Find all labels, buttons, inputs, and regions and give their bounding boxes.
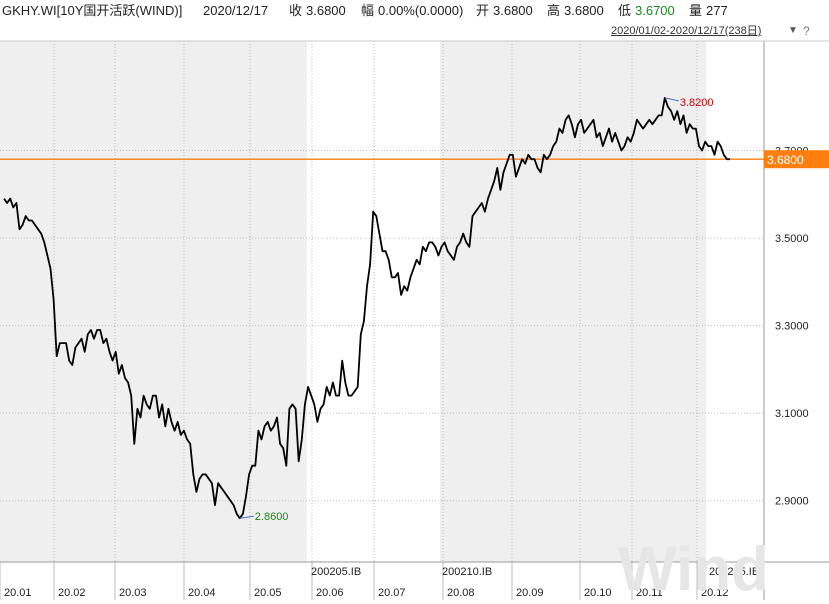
min-value-label: 2.8600	[255, 511, 289, 523]
x-tick-label: 20.05	[254, 587, 282, 599]
y-tick-label: 2.9000	[775, 496, 809, 508]
quote-date: 2020/12/17	[203, 3, 269, 18]
x-tick-label: 20.02	[58, 587, 86, 599]
x-tick-label: 20.12	[701, 587, 729, 599]
contract-shade-band	[0, 41, 307, 562]
x-tick-label: 20.08	[447, 587, 475, 599]
contract-roll-label: 200215.IB	[709, 566, 759, 578]
close-value: 3.6800	[306, 3, 346, 18]
volume-value: 277	[706, 3, 728, 18]
axes-layer: 3.70003.50003.30003.10002.900020.0120.02…	[0, 40, 829, 600]
help-icon[interactable]: ?	[803, 24, 810, 38]
y-tick-label: 3.3000	[775, 321, 809, 333]
open-label: 开	[476, 3, 490, 18]
x-tick-label: 20.01	[4, 587, 32, 599]
volume-label: 量	[689, 3, 703, 18]
contract-roll-label: 200210.IB	[442, 566, 492, 578]
contract-shade-band	[440, 41, 706, 562]
last-price-tag-label: 3.6800	[767, 153, 804, 167]
low-value: 3.6700	[635, 3, 675, 18]
max-value-label: 3.8200	[680, 97, 714, 109]
close-label: 收	[289, 3, 303, 18]
x-tick-label: 20.04	[188, 587, 216, 599]
label-layer: 3.6800 3.8200 2.8600	[239, 97, 829, 523]
grid-layer	[0, 41, 764, 562]
change-label: 幅	[361, 3, 375, 18]
x-tick-label: 20.03	[119, 587, 147, 599]
date-range-bar: 2020/01/02-2020/12/17(238日) ▼ ?	[0, 22, 829, 40]
line-layer	[0, 97, 764, 520]
high-label: 高	[547, 3, 561, 18]
x-tick-label: 20.07	[378, 587, 406, 599]
symbol-label: GKHY.WI[10Y国开活跃(WIND)]	[2, 3, 183, 18]
min-pointer	[239, 515, 254, 519]
price-series-line	[3, 97, 730, 520]
dropdown-triangle-icon[interactable]: ▼	[788, 25, 798, 36]
x-tick-label: 20.10	[584, 587, 612, 599]
last-price-tag	[764, 150, 829, 169]
low-label: 低	[618, 3, 632, 18]
y-tick-label: 3.1000	[775, 408, 809, 420]
max-pointer	[664, 97, 679, 102]
date-range-text[interactable]: 2020/01/02-2020/12/17(238日)	[611, 25, 762, 37]
change-value: 0.00%(0.0000)	[378, 3, 464, 18]
contract-roll-label: 200205.IB	[311, 566, 361, 578]
open-value: 3.6800	[493, 3, 533, 18]
x-tick-label: 20.11	[636, 587, 663, 599]
wind-watermark: Wind	[618, 535, 769, 604]
y-tick-label: 3.5000	[775, 233, 809, 245]
high-value: 3.6800	[564, 3, 604, 18]
x-tick-label: 20.06	[316, 587, 344, 599]
quote-header: GKHY.WI[10Y国开活跃(WIND)] 2020/12/17 收 3.68…	[0, 0, 829, 22]
shade-layer	[0, 41, 706, 562]
x-tick-label: 20.09	[516, 587, 544, 599]
